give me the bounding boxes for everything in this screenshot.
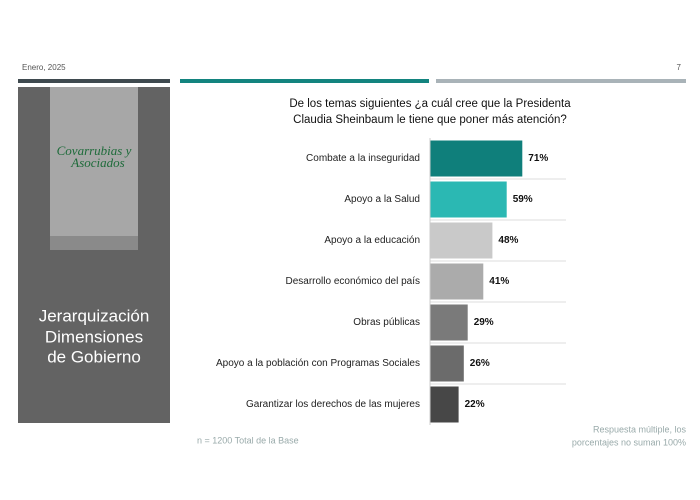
category-label: Apoyo a la Salud [344, 194, 420, 205]
footnote: Respuesta múltiple, los [593, 424, 687, 434]
value-label: 71% [528, 153, 548, 164]
sidebar-title: de Gobierno [47, 347, 141, 366]
page-number: 7 [677, 63, 682, 72]
bar [430, 222, 493, 259]
category-label: Obras públicas [353, 317, 420, 328]
base-note: n = 1200 Total de la Base [197, 435, 299, 445]
bar [430, 304, 468, 341]
header-rule [180, 79, 429, 83]
category-label: Desarrollo económico del país [285, 276, 420, 287]
value-label: 41% [489, 276, 509, 287]
logo-band [50, 236, 138, 250]
category-label: Apoyo a la educación [324, 235, 420, 246]
value-label: 26% [470, 358, 490, 369]
header-rule [436, 79, 686, 83]
value-label: 59% [513, 194, 533, 205]
logo: Asociados [70, 155, 124, 170]
logo: Covarrubias y [57, 143, 132, 158]
bar [430, 263, 484, 300]
bar [430, 386, 459, 423]
chart-title-box: De los temas siguientes ¿a cuál cree que… [289, 98, 571, 126]
sidebar-title: Jerarquización [39, 306, 150, 325]
footnote: porcentajes no suman 100% [572, 437, 686, 447]
logo-panel [50, 87, 138, 250]
chart-title: De los temas siguientes ¿a cuál cree que… [289, 98, 571, 126]
category-label: Apoyo a la población con Programas Socia… [216, 358, 420, 369]
value-label: 29% [474, 317, 494, 328]
category-label: Garantizar los derechos de las mujeres [246, 399, 420, 410]
value-label: 22% [465, 399, 485, 410]
sidebar-title: Dimensiones [45, 327, 143, 346]
bar [430, 140, 523, 177]
header-rule [18, 79, 170, 83]
bar [430, 181, 507, 218]
category-label: Combate a la inseguridad [306, 153, 420, 164]
value-label: 48% [498, 235, 518, 246]
bar [430, 345, 464, 382]
date: Enero, 2025 [22, 63, 66, 72]
